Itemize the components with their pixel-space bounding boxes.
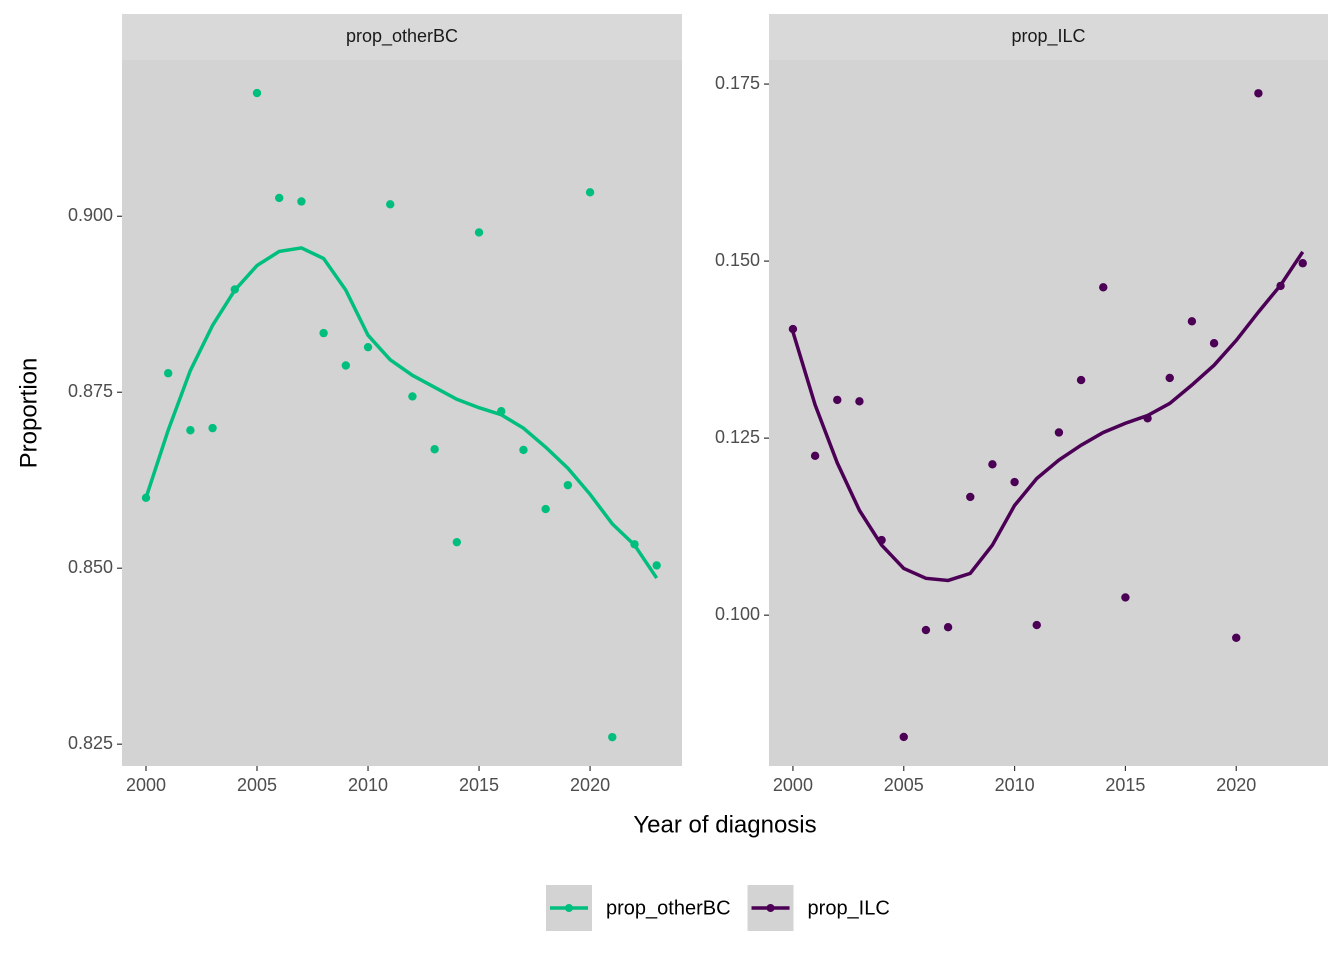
point <box>1054 428 1064 437</box>
y-tick-label: 0.150 <box>715 250 760 270</box>
y-tick-label: 0.175 <box>715 73 760 93</box>
legend-point <box>565 904 573 912</box>
strip <box>769 14 1328 60</box>
point <box>474 228 484 237</box>
x-tick-label: 2005 <box>237 775 277 795</box>
point <box>630 540 639 549</box>
point <box>988 460 997 469</box>
panel <box>769 60 1328 766</box>
point <box>788 324 798 334</box>
y-tick-label: 0.825 <box>68 733 113 753</box>
point <box>966 492 975 502</box>
point <box>1232 633 1241 643</box>
y-tick-label: 0.850 <box>68 557 113 577</box>
legend-point <box>766 904 775 912</box>
point <box>519 445 528 455</box>
point <box>186 426 195 435</box>
point <box>141 493 151 503</box>
y-tick-label: 0.100 <box>715 604 760 624</box>
point <box>943 623 953 632</box>
point <box>163 369 173 378</box>
point <box>921 625 931 635</box>
x-tick-label: 2015 <box>1105 775 1145 795</box>
point <box>275 193 284 203</box>
point <box>1010 477 1019 487</box>
point <box>1099 283 1108 292</box>
y-axis-label: Proportion <box>15 358 42 469</box>
legend-label: prop_otherBC <box>606 897 731 919</box>
point <box>1143 414 1152 423</box>
point <box>877 535 886 545</box>
x-tick-label: 2015 <box>459 775 499 795</box>
point <box>1254 89 1263 98</box>
point <box>1165 373 1174 383</box>
x-tick-label: 2020 <box>1216 775 1256 795</box>
point <box>1032 620 1041 630</box>
strip-title: prop_ILC <box>1011 26 1085 47</box>
point <box>1076 375 1086 385</box>
point <box>833 395 842 405</box>
x-tick-label: 2000 <box>126 775 166 795</box>
y-tick-label: 0.125 <box>715 427 760 447</box>
y-tick-label: 0.875 <box>68 381 113 401</box>
x-tick-label: 2020 <box>570 775 610 795</box>
x-tick-label: 2010 <box>995 775 1035 795</box>
point <box>1187 317 1197 326</box>
point <box>563 480 573 490</box>
point <box>608 732 617 742</box>
point <box>810 451 820 461</box>
x-axis-label: Year of diagnosis <box>633 811 816 838</box>
point <box>899 732 908 742</box>
point <box>585 188 595 197</box>
point <box>855 397 864 406</box>
point <box>452 537 462 547</box>
point <box>408 392 417 401</box>
strip-title: prop_otherBC <box>346 26 458 47</box>
strip <box>122 14 682 60</box>
point <box>430 445 439 454</box>
x-tick-label: 2005 <box>884 775 924 795</box>
point <box>208 423 217 433</box>
point <box>297 197 306 206</box>
smooth-line <box>144 246 659 580</box>
x-tick-label: 2000 <box>773 775 813 795</box>
point <box>652 561 661 570</box>
point <box>497 407 506 416</box>
point <box>230 285 239 294</box>
point <box>341 361 351 370</box>
point <box>1209 339 1219 348</box>
point <box>363 342 373 352</box>
x-tick-label: 2010 <box>348 775 388 795</box>
point <box>252 88 262 98</box>
legend-label: prop_ILC <box>808 897 890 919</box>
point <box>1121 593 1130 602</box>
point <box>541 504 550 514</box>
y-tick-label: 0.900 <box>68 205 113 225</box>
panel <box>122 60 682 766</box>
point <box>386 200 395 209</box>
point <box>1276 281 1285 291</box>
point <box>1298 259 1307 268</box>
point <box>319 328 328 338</box>
